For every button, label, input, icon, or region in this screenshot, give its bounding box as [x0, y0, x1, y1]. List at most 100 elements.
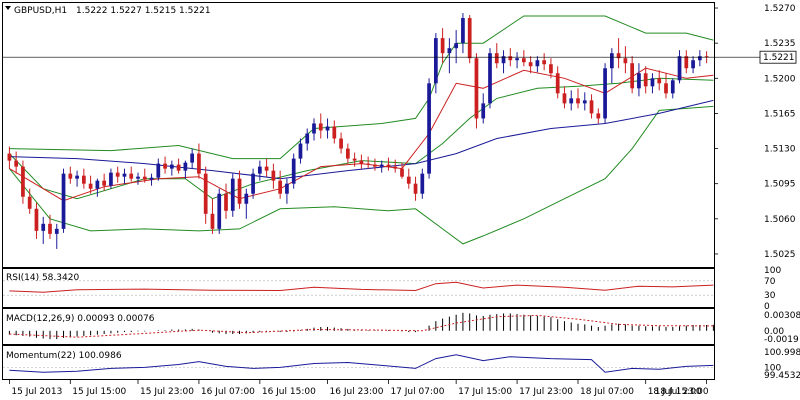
candle — [521, 50, 526, 67]
ma-slow-line — [9, 99, 714, 180]
candle-body — [528, 62, 533, 67]
candle-body — [285, 183, 289, 194]
momentum-line — [9, 354, 714, 373]
candle — [190, 148, 195, 169]
macd-axis-label: 0.00 — [764, 327, 784, 337]
time-tick-label: 17 Jul 23:00 — [519, 387, 573, 397]
time-tick-label: 18 Jul 23:00 — [655, 387, 709, 397]
time-axis: 15 Jul 2013 15 Jul 15:00 15 Jul 23:00 16 Ju… — [8, 380, 709, 397]
candle — [542, 53, 547, 71]
candle — [528, 56, 533, 74]
candle-body — [298, 143, 303, 159]
candle — [142, 168, 147, 183]
momentum-axis-label: 100 — [764, 363, 781, 373]
chart-title: GBPUSD,H1 1.5222 1.5227 1.5215 1.5221 — [5, 6, 211, 16]
time-tick-label: 16 Jul 07:00 — [201, 387, 255, 397]
candle — [603, 63, 607, 124]
time-tick-label: 16 Jul 23:00 — [330, 387, 384, 397]
momentum-pane-frame — [2, 345, 715, 380]
rsi-axis-label: 0 — [764, 302, 770, 312]
bollinger-lower-line — [9, 105, 714, 245]
candle — [576, 88, 580, 109]
candle — [467, 15, 472, 64]
candle — [197, 143, 201, 179]
candle-body — [102, 180, 107, 186]
candle — [21, 160, 25, 204]
price-tick-label: 1.5095 — [764, 180, 796, 190]
candle — [88, 175, 93, 194]
candle-body — [359, 160, 364, 164]
candle-body — [61, 173, 66, 229]
candle — [657, 70, 662, 91]
candle-body — [481, 103, 486, 119]
candle — [637, 63, 641, 97]
macd-axis-label: 0.00308 — [764, 311, 800, 321]
rsi-pane-frame — [2, 268, 715, 308]
price-tick-label: 1.5060 — [764, 215, 796, 225]
candle — [163, 156, 167, 174]
candle-body — [291, 158, 296, 184]
momentum-axis-label: 99.4532 — [764, 371, 800, 381]
candle-body — [657, 78, 662, 84]
candle — [305, 128, 310, 151]
price-axis-labels: 1.5270 1.5235 1.5200 1.5165 1.5130 1.5095 1.50… — [714, 4, 796, 260]
candle-body — [237, 178, 242, 204]
candle-body — [589, 100, 594, 114]
price-pane-frame — [2, 2, 715, 268]
candle — [102, 173, 107, 191]
macd-axis-label: -0.0019 — [764, 335, 799, 345]
candle-body — [81, 175, 86, 184]
candle — [169, 160, 174, 176]
candle — [400, 162, 404, 179]
candle — [54, 223, 59, 249]
candle-body — [244, 193, 249, 204]
candle-body — [420, 173, 425, 194]
macd-label: MACD(12,26,9) 0.00093 0.00076 — [6, 314, 155, 324]
candle — [609, 48, 614, 84]
candle-body — [34, 208, 39, 231]
price-tick-label: 1.5130 — [764, 145, 796, 155]
candle-body — [447, 48, 452, 54]
price-tick-label: 1.5025 — [764, 250, 796, 260]
candle — [427, 78, 431, 179]
candle — [332, 120, 337, 144]
candle — [494, 43, 499, 69]
candle-body — [149, 177, 154, 180]
candle — [264, 158, 269, 177]
candle-body — [7, 153, 12, 161]
candle — [447, 38, 452, 74]
candle-body — [48, 223, 52, 234]
candle-body — [535, 60, 540, 67]
candle-body — [650, 78, 655, 87]
candle — [149, 173, 154, 186]
candle — [562, 86, 567, 109]
candle — [27, 188, 32, 214]
candle-body — [129, 173, 134, 179]
candle — [488, 48, 492, 109]
candle-body — [352, 158, 357, 161]
candle — [237, 170, 242, 209]
candle-body — [257, 166, 262, 174]
candle — [501, 50, 506, 74]
candle — [136, 172, 140, 185]
candle-body — [14, 160, 19, 167]
candle — [7, 146, 12, 169]
candle-body — [406, 176, 411, 184]
candle — [406, 168, 411, 189]
macd-axis-labels: 0.00308 0.00-0.0019 — [764, 311, 800, 345]
candle — [623, 46, 628, 74]
candle — [677, 50, 682, 84]
candle — [393, 159, 398, 173]
candle-body — [630, 63, 635, 89]
candle — [298, 138, 303, 164]
candle — [251, 168, 255, 199]
candle-body — [373, 164, 377, 167]
candle — [61, 168, 66, 233]
candle — [109, 168, 113, 189]
candle — [68, 166, 73, 184]
candle — [373, 158, 377, 171]
candle — [129, 166, 134, 182]
candle-body — [156, 163, 161, 178]
